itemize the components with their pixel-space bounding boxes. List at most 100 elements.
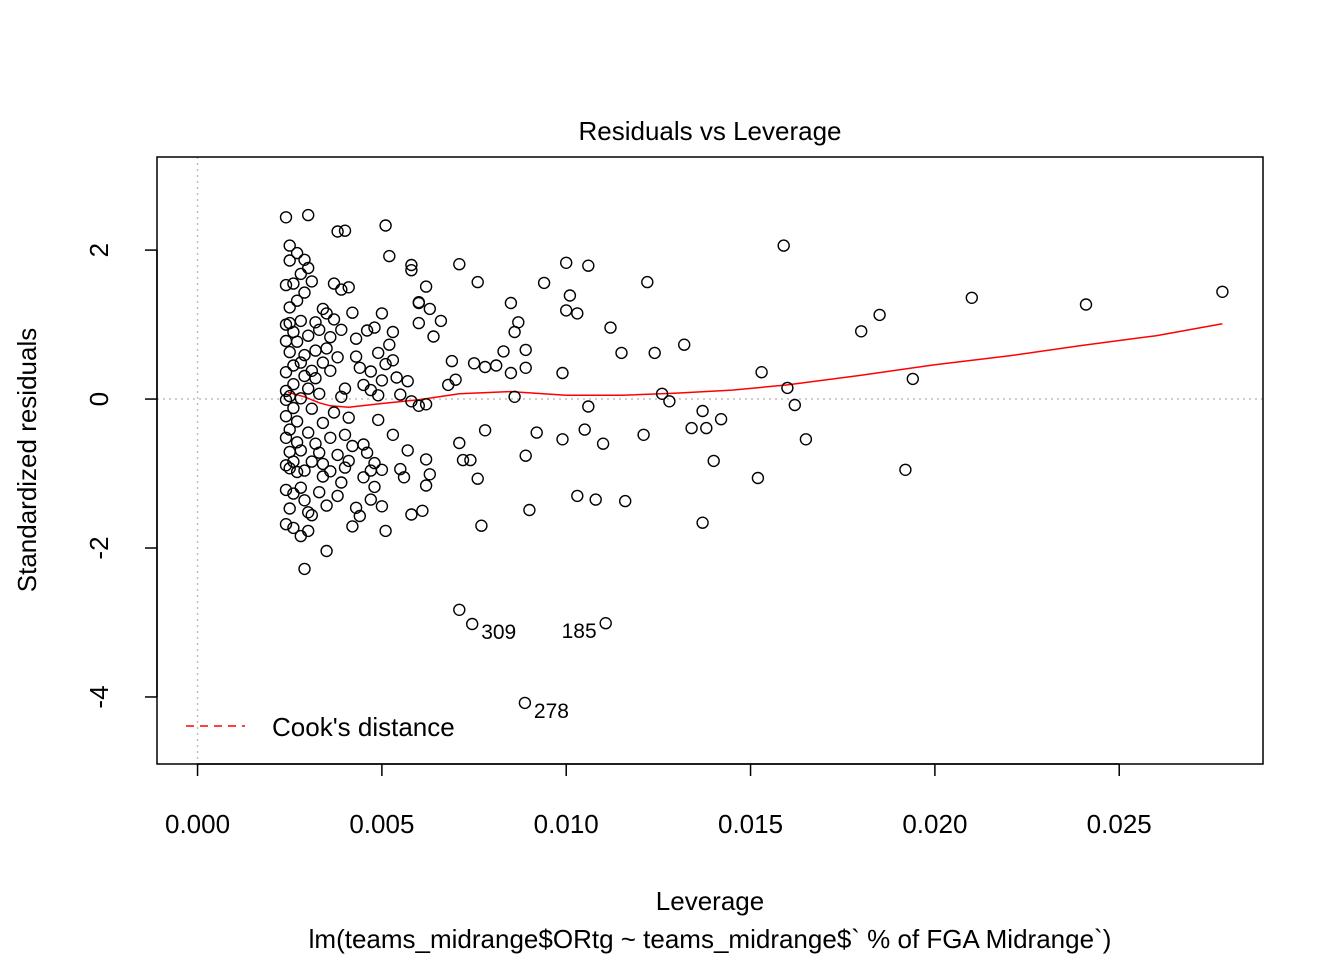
data-point [279, 366, 293, 379]
points-layer [279, 208, 1229, 710]
y-tick-label: -2 [84, 536, 114, 559]
data-point [394, 388, 407, 401]
data-point [386, 428, 400, 441]
data-point [405, 395, 418, 408]
data-point [313, 323, 326, 336]
data-point [302, 329, 315, 342]
data-point [386, 354, 400, 367]
data-point [298, 464, 311, 477]
data-point [287, 359, 300, 372]
data-point [464, 453, 477, 467]
data-point [599, 617, 612, 630]
data-point [364, 464, 377, 477]
data-point [283, 345, 296, 359]
data-point [302, 426, 315, 439]
data-point [279, 518, 293, 531]
data-point [338, 382, 352, 395]
data-point [357, 378, 370, 392]
chart-title: Residuals vs Leverage [578, 116, 841, 146]
data-point [375, 463, 389, 476]
data-point [309, 437, 322, 450]
data-point [287, 378, 300, 391]
data-point [707, 454, 720, 468]
data-point [390, 371, 403, 384]
data-point [519, 449, 532, 462]
data-point [302, 382, 315, 395]
data-point [578, 423, 591, 436]
data-point [906, 372, 919, 386]
data-point [394, 462, 407, 476]
data-point [899, 463, 912, 476]
data-point [478, 424, 492, 437]
data-point [519, 361, 532, 374]
data-point [364, 383, 377, 397]
data-point [360, 446, 374, 459]
data-point [353, 509, 366, 523]
x-axis: 0.000 0.005 0.010 0.015 0.020 0.025 [165, 763, 1152, 839]
y-tick-label: -4 [84, 685, 114, 708]
data-point [530, 426, 543, 439]
data-point [316, 470, 330, 483]
data-point [290, 246, 304, 260]
data-point [298, 369, 311, 383]
data-point [490, 359, 503, 372]
data-point [419, 280, 433, 293]
data-point [523, 503, 536, 517]
reference-lines [157, 157, 1263, 764]
data-point [368, 456, 381, 470]
data-point [346, 520, 359, 533]
data-point [283, 254, 296, 267]
data-point [309, 344, 322, 357]
data-point [873, 308, 886, 322]
x-tick-label: 0.005 [349, 809, 414, 839]
data-point [466, 617, 479, 631]
data-point [279, 483, 293, 497]
smoother-line [287, 323, 1223, 408]
data-point [449, 373, 462, 386]
data-point [537, 276, 551, 290]
data-point [475, 519, 488, 532]
data-point [324, 431, 337, 444]
data-point [290, 436, 304, 449]
data-point [298, 562, 311, 576]
data-point [313, 387, 326, 400]
data-point [320, 499, 333, 512]
data-point [700, 421, 713, 435]
data-point [445, 354, 459, 368]
data-point [320, 342, 333, 355]
data-point [560, 304, 573, 317]
point-label-185: 185 [562, 620, 597, 643]
data-point [714, 413, 728, 426]
data-point [427, 330, 440, 343]
data-point [342, 281, 355, 294]
data-point [294, 529, 307, 543]
data-point [283, 239, 296, 252]
data-point [508, 390, 521, 403]
data-point [442, 378, 455, 392]
data-point [456, 453, 470, 467]
data-point [279, 278, 293, 292]
data-point [320, 544, 333, 558]
data-point [615, 346, 628, 360]
data-point [279, 459, 293, 472]
data-point [294, 481, 307, 494]
data-point [379, 357, 392, 371]
data-point [571, 307, 584, 320]
data-point [283, 445, 296, 459]
data-point [648, 346, 661, 360]
data-point [279, 334, 293, 348]
data-point [324, 331, 337, 344]
data-point [678, 338, 691, 351]
data-point [604, 321, 617, 334]
x-tick-label: 0.020 [902, 809, 967, 839]
data-point [287, 277, 300, 290]
data-point [283, 301, 296, 314]
data-point [287, 521, 300, 535]
data-point [331, 448, 344, 462]
data-point [327, 277, 341, 290]
data-point [305, 275, 318, 288]
data-point [375, 374, 389, 387]
data-point [279, 211, 293, 224]
data-point [397, 471, 411, 484]
data-point [416, 504, 429, 517]
